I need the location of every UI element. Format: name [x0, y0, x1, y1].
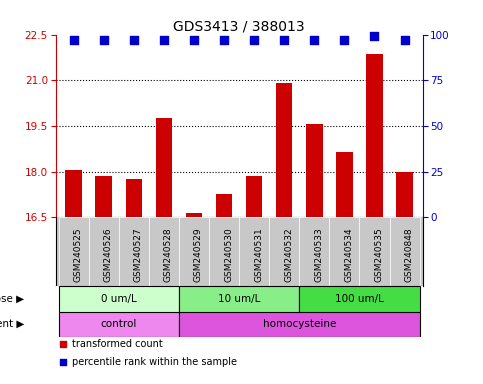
Text: GSM240534: GSM240534 [344, 228, 354, 282]
Text: GSM240530: GSM240530 [224, 228, 233, 282]
Text: GSM240531: GSM240531 [254, 228, 263, 282]
Point [190, 37, 198, 43]
Point [280, 37, 288, 43]
Bar [126, 179, 142, 217]
Bar [149, 217, 179, 286]
Text: control: control [100, 319, 137, 329]
Text: 0 um/L: 0 um/L [101, 294, 137, 304]
Text: GSM240533: GSM240533 [314, 228, 323, 282]
Bar [119, 217, 149, 286]
Bar [389, 217, 420, 286]
Bar [185, 213, 202, 217]
Bar [299, 217, 329, 286]
Text: agent ▶: agent ▶ [0, 319, 24, 329]
Text: GSM240532: GSM240532 [284, 228, 293, 282]
Bar [366, 55, 383, 217]
Text: homocysteine: homocysteine [263, 319, 336, 329]
Bar [216, 194, 232, 217]
Point [59, 359, 67, 366]
Bar [179, 311, 420, 337]
Point [100, 37, 108, 43]
Point [130, 37, 138, 43]
Bar [276, 83, 293, 217]
Bar [179, 217, 209, 286]
Text: GSM240526: GSM240526 [104, 228, 113, 282]
Text: 100 um/L: 100 um/L [335, 294, 384, 304]
Text: GSM240535: GSM240535 [374, 228, 384, 282]
Bar [209, 217, 239, 286]
Text: GSM240528: GSM240528 [164, 228, 173, 282]
Text: GSM240529: GSM240529 [194, 228, 203, 282]
Bar [336, 152, 353, 217]
Text: GSM240527: GSM240527 [134, 228, 143, 282]
Bar [89, 217, 119, 286]
Point [311, 37, 318, 43]
Bar [396, 172, 413, 217]
Point [160, 37, 168, 43]
Bar [359, 217, 389, 286]
Point [370, 33, 378, 40]
Text: dose ▶: dose ▶ [0, 294, 24, 304]
Bar [306, 124, 323, 217]
Point [70, 37, 77, 43]
Bar [65, 170, 82, 217]
Text: transformed count: transformed count [72, 339, 163, 349]
Bar [269, 217, 299, 286]
Text: percentile rank within the sample: percentile rank within the sample [72, 358, 237, 367]
Point [220, 37, 228, 43]
Point [401, 37, 409, 43]
Text: GSM240848: GSM240848 [405, 228, 413, 282]
Bar [299, 286, 420, 311]
Bar [239, 217, 269, 286]
Point [341, 37, 348, 43]
Text: GSM240525: GSM240525 [73, 228, 83, 282]
Bar [58, 286, 179, 311]
Bar [58, 217, 89, 286]
Bar [96, 176, 112, 217]
Point [59, 341, 67, 347]
Point [250, 37, 258, 43]
Bar [329, 217, 359, 286]
Bar [58, 311, 179, 337]
Bar [179, 286, 299, 311]
Text: 10 um/L: 10 um/L [218, 294, 260, 304]
Title: GDS3413 / 388013: GDS3413 / 388013 [173, 20, 305, 33]
Bar [156, 118, 172, 217]
Bar [246, 176, 262, 217]
